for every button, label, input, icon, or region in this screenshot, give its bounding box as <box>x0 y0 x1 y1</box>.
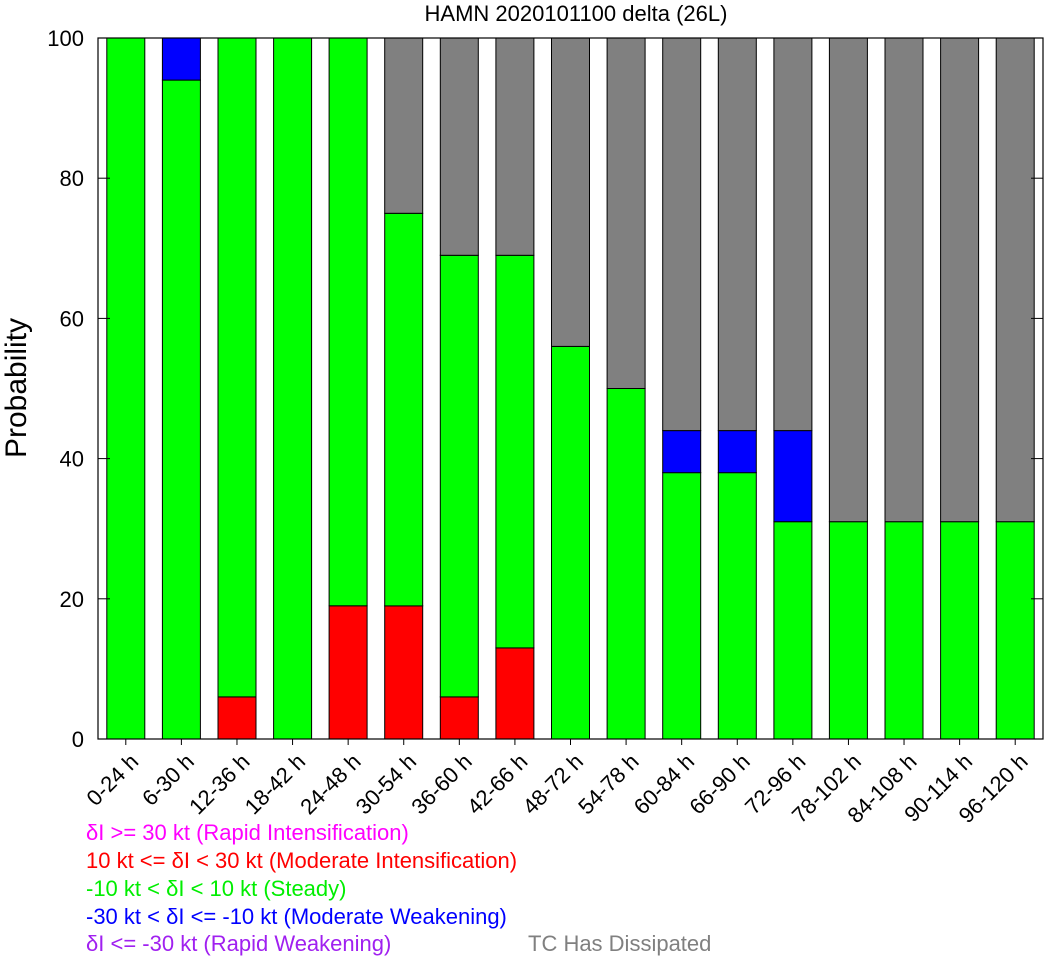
bar-mw-12 <box>773 430 813 523</box>
chart-title: HAMN 2020101100 delta (26L) <box>425 1 728 26</box>
bar-steady-1 <box>161 79 201 740</box>
bar-dissipated-12 <box>773 37 813 432</box>
bar-steady-5 <box>384 212 424 607</box>
bar-steady-13 <box>828 521 868 740</box>
bar-steady-15 <box>940 521 980 740</box>
x-tick-label-0: 0-24 h <box>82 749 144 811</box>
legend-item-moderate-weakening: -30 kt < δI <= -10 kt (Moderate Weakenin… <box>86 904 507 929</box>
bar-dissipated-13 <box>828 37 868 523</box>
bar-mi-5 <box>384 605 424 740</box>
x-tick-label-6: 36-60 h <box>406 749 476 819</box>
bar-steady-4 <box>328 37 368 607</box>
bar-dissipated-10 <box>662 37 702 432</box>
bar-dissipated-8 <box>551 37 590 347</box>
bar-dissipated-16 <box>995 37 1035 523</box>
legend-item-rapid-intensification: δI >= 30 kt (Rapid Intensification) <box>86 820 409 845</box>
bar-dissipated-15 <box>940 37 980 523</box>
bar-steady-11 <box>717 472 757 740</box>
plot-frame <box>97 37 1044 740</box>
bar-dissipated-11 <box>717 37 757 432</box>
bar-mi-6 <box>439 696 479 740</box>
x-tick-label-8: 48-72 h <box>518 749 588 819</box>
y-axis-label: Probability <box>0 318 33 458</box>
y-tick-label-0: 0 <box>72 727 84 752</box>
bar-steady-6 <box>439 254 479 698</box>
legend-item-steady: -10 kt < δI < 10 kt (Steady) <box>86 876 347 901</box>
x-tick-label-2: 12-36 h <box>184 749 254 819</box>
bar-dissipated-9 <box>606 37 646 389</box>
bar-mw-10 <box>662 430 702 474</box>
bar-mw-11 <box>717 430 757 474</box>
bar-steady-12 <box>773 521 813 740</box>
y-tick-label-5: 100 <box>47 26 84 51</box>
y-tick-label-4: 80 <box>60 166 84 191</box>
bar-mi-7 <box>495 647 535 740</box>
bar-steady-16 <box>995 521 1035 740</box>
bar-dissipated-6 <box>439 37 479 256</box>
bar-steady-9 <box>606 388 646 740</box>
x-tick-label-9: 54-78 h <box>573 749 643 819</box>
x-tick-label-5: 30-54 h <box>351 749 421 819</box>
bar-steady-14 <box>884 521 924 740</box>
legend-item-dissipated: TC Has Dissipated <box>528 931 712 956</box>
legend-item-moderate-intensification: 10 kt <= δI < 30 kt (Moderate Intensific… <box>86 848 518 873</box>
x-tick-label-7: 42-66 h <box>462 749 532 819</box>
x-tick-label-4: 24-48 h <box>295 749 365 819</box>
x-tick-label-10: 60-84 h <box>629 749 699 819</box>
bar-steady-0 <box>106 37 146 740</box>
bar-steady-10 <box>662 472 702 740</box>
x-tick-label-3: 18-42 h <box>240 749 310 819</box>
bar-steady-3 <box>273 37 313 740</box>
bar-steady-2 <box>217 37 257 698</box>
bar-mi-4 <box>328 605 368 740</box>
bar-steady-8 <box>551 345 590 740</box>
bar-dissipated-14 <box>884 37 924 523</box>
y-tick-label-2: 40 <box>60 447 84 472</box>
legend-item-rapid-weakening: δI <= -30 kt (Rapid Weakening) <box>86 931 392 956</box>
bar-dissipated-7 <box>495 37 535 256</box>
bar-mi-2 <box>217 696 257 740</box>
x-tick-label-11: 66-90 h <box>684 749 754 819</box>
bar-steady-7 <box>495 254 535 649</box>
y-tick-label-3: 60 <box>60 306 84 331</box>
bar-mw-1 <box>161 37 201 81</box>
y-tick-label-1: 20 <box>60 587 84 612</box>
bar-dissipated-5 <box>384 37 424 214</box>
